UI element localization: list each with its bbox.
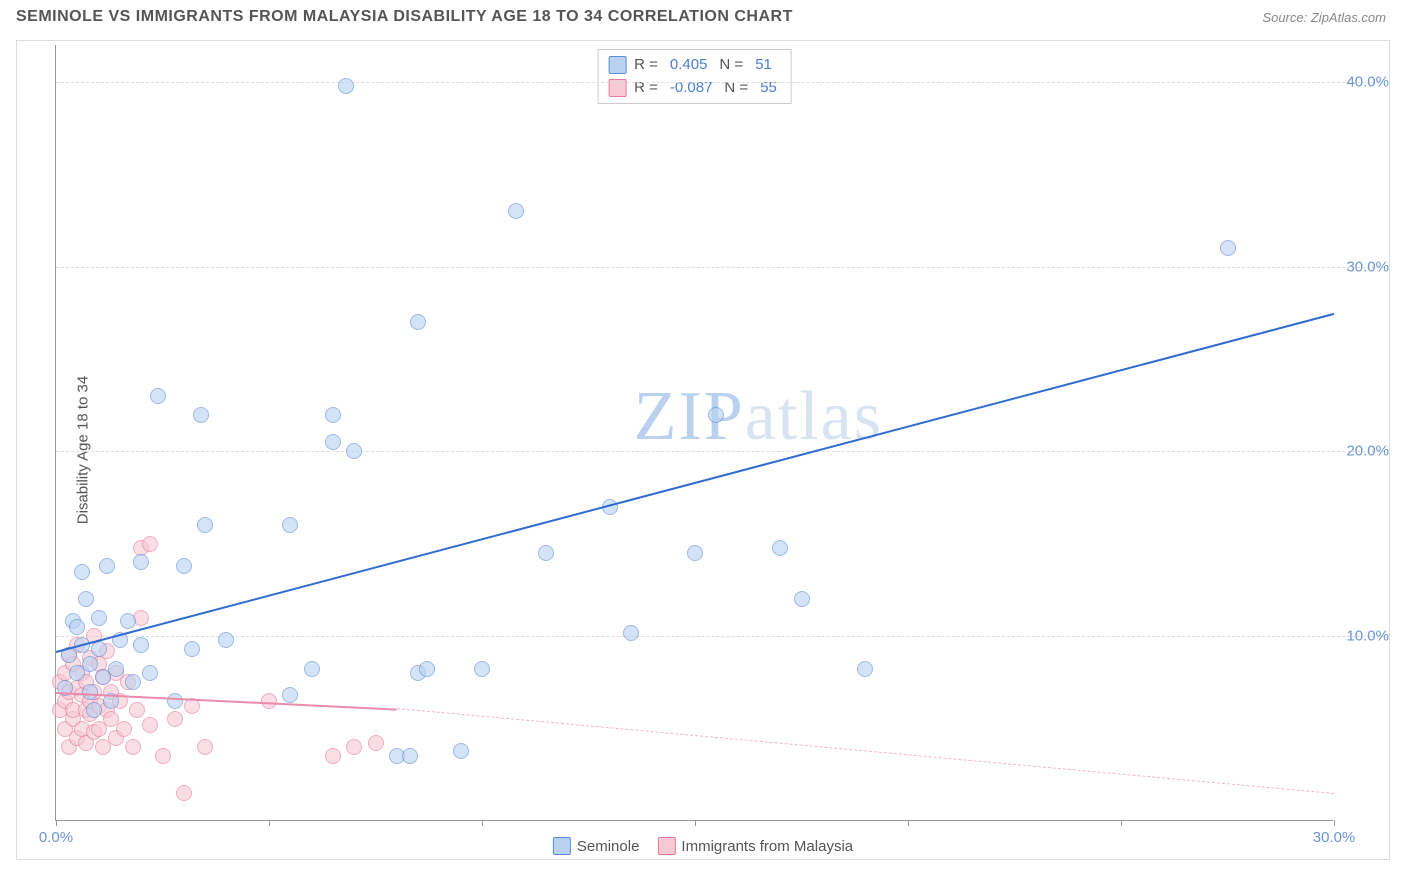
legend-item-malaysia: Immigrants from Malaysia: [657, 837, 853, 855]
data-point-blue: [125, 674, 141, 690]
data-point-blue: [794, 591, 810, 607]
data-point-blue: [82, 684, 98, 700]
data-point-blue: [772, 540, 788, 556]
gridline-h: [56, 636, 1385, 637]
xtick: [908, 820, 909, 826]
data-point-blue: [304, 661, 320, 677]
data-point-blue: [184, 641, 200, 657]
data-point-pink: [116, 721, 132, 737]
data-point-blue: [857, 661, 873, 677]
data-point-blue: [346, 443, 362, 459]
legend-row-blue: R = 0.405 N = 51: [608, 54, 781, 77]
data-point-blue: [120, 613, 136, 629]
data-point-blue: [91, 610, 107, 626]
data-point-pink: [125, 739, 141, 755]
data-point-blue: [82, 656, 98, 672]
data-point-pink: [129, 702, 145, 718]
source-credit: Source: ZipAtlas.com: [1262, 10, 1386, 25]
data-point-blue: [708, 407, 724, 423]
data-point-blue: [69, 619, 85, 635]
swatch-pink: [657, 837, 675, 855]
data-point-blue: [402, 748, 418, 764]
xtick: [1334, 820, 1335, 826]
data-point-blue: [623, 625, 639, 641]
data-point-blue: [150, 388, 166, 404]
data-point-blue: [133, 637, 149, 653]
data-point-pink: [261, 693, 277, 709]
xtick: [269, 820, 270, 826]
plot-area: ZIPatlas R = 0.405 N = 51 R = -0.087 N =…: [55, 45, 1333, 821]
series-legend: Seminole Immigrants from Malaysia: [553, 837, 853, 855]
xtick-label: 30.0%: [1313, 829, 1356, 846]
ytick-label: 40.0%: [1339, 73, 1389, 90]
ytick-label: 30.0%: [1339, 258, 1389, 275]
data-point-blue: [91, 641, 107, 657]
data-point-blue: [687, 545, 703, 561]
gridline-h: [56, 82, 1385, 83]
data-point-blue: [325, 434, 341, 450]
data-point-blue: [78, 591, 94, 607]
data-point-blue: [325, 407, 341, 423]
data-point-blue: [338, 78, 354, 94]
data-point-blue: [453, 743, 469, 759]
data-point-pink: [176, 785, 192, 801]
swatch-blue: [608, 56, 626, 74]
data-point-blue: [218, 632, 234, 648]
gridline-h: [56, 451, 1385, 452]
xtick: [695, 820, 696, 826]
data-point-blue: [197, 517, 213, 533]
swatch-blue: [553, 837, 571, 855]
chart-title: SEMINOLE VS IMMIGRANTS FROM MALAYSIA DIS…: [16, 8, 793, 26]
data-point-pink: [368, 735, 384, 751]
data-point-pink: [325, 748, 341, 764]
chart-container: Disability Age 18 to 34 ZIPatlas R = 0.4…: [16, 40, 1390, 860]
data-point-pink: [197, 739, 213, 755]
xtick-label: 0.0%: [39, 829, 73, 846]
watermark: ZIPatlas: [634, 377, 883, 457]
xtick: [482, 820, 483, 826]
data-point-blue: [419, 661, 435, 677]
data-point-blue: [74, 564, 90, 580]
data-point-blue: [86, 702, 102, 718]
legend-item-seminole: Seminole: [553, 837, 640, 855]
data-point-pink: [155, 748, 171, 764]
data-point-blue: [410, 314, 426, 330]
data-point-blue: [108, 661, 124, 677]
data-point-blue: [167, 693, 183, 709]
data-point-blue: [508, 203, 524, 219]
data-point-blue: [282, 517, 298, 533]
data-point-blue: [99, 558, 115, 574]
data-point-blue: [282, 687, 298, 703]
data-point-blue: [1220, 240, 1236, 256]
xtick: [1121, 820, 1122, 826]
data-point-blue: [538, 545, 554, 561]
data-point-pink: [142, 536, 158, 552]
data-point-pink: [167, 711, 183, 727]
trendline-blue: [56, 313, 1335, 653]
gridline-h: [56, 267, 1385, 268]
data-point-blue: [176, 558, 192, 574]
xtick: [56, 820, 57, 826]
data-point-pink: [346, 739, 362, 755]
data-point-blue: [142, 665, 158, 681]
stats-legend: R = 0.405 N = 51 R = -0.087 N = 55: [597, 49, 792, 104]
data-point-blue: [193, 407, 209, 423]
trendline-pink-dash: [397, 708, 1334, 794]
data-point-pink: [142, 717, 158, 733]
ytick-label: 20.0%: [1339, 443, 1389, 460]
legend-row-pink: R = -0.087 N = 55: [608, 77, 781, 100]
data-point-blue: [133, 554, 149, 570]
ytick-label: 10.0%: [1339, 628, 1389, 645]
data-point-blue: [474, 661, 490, 677]
